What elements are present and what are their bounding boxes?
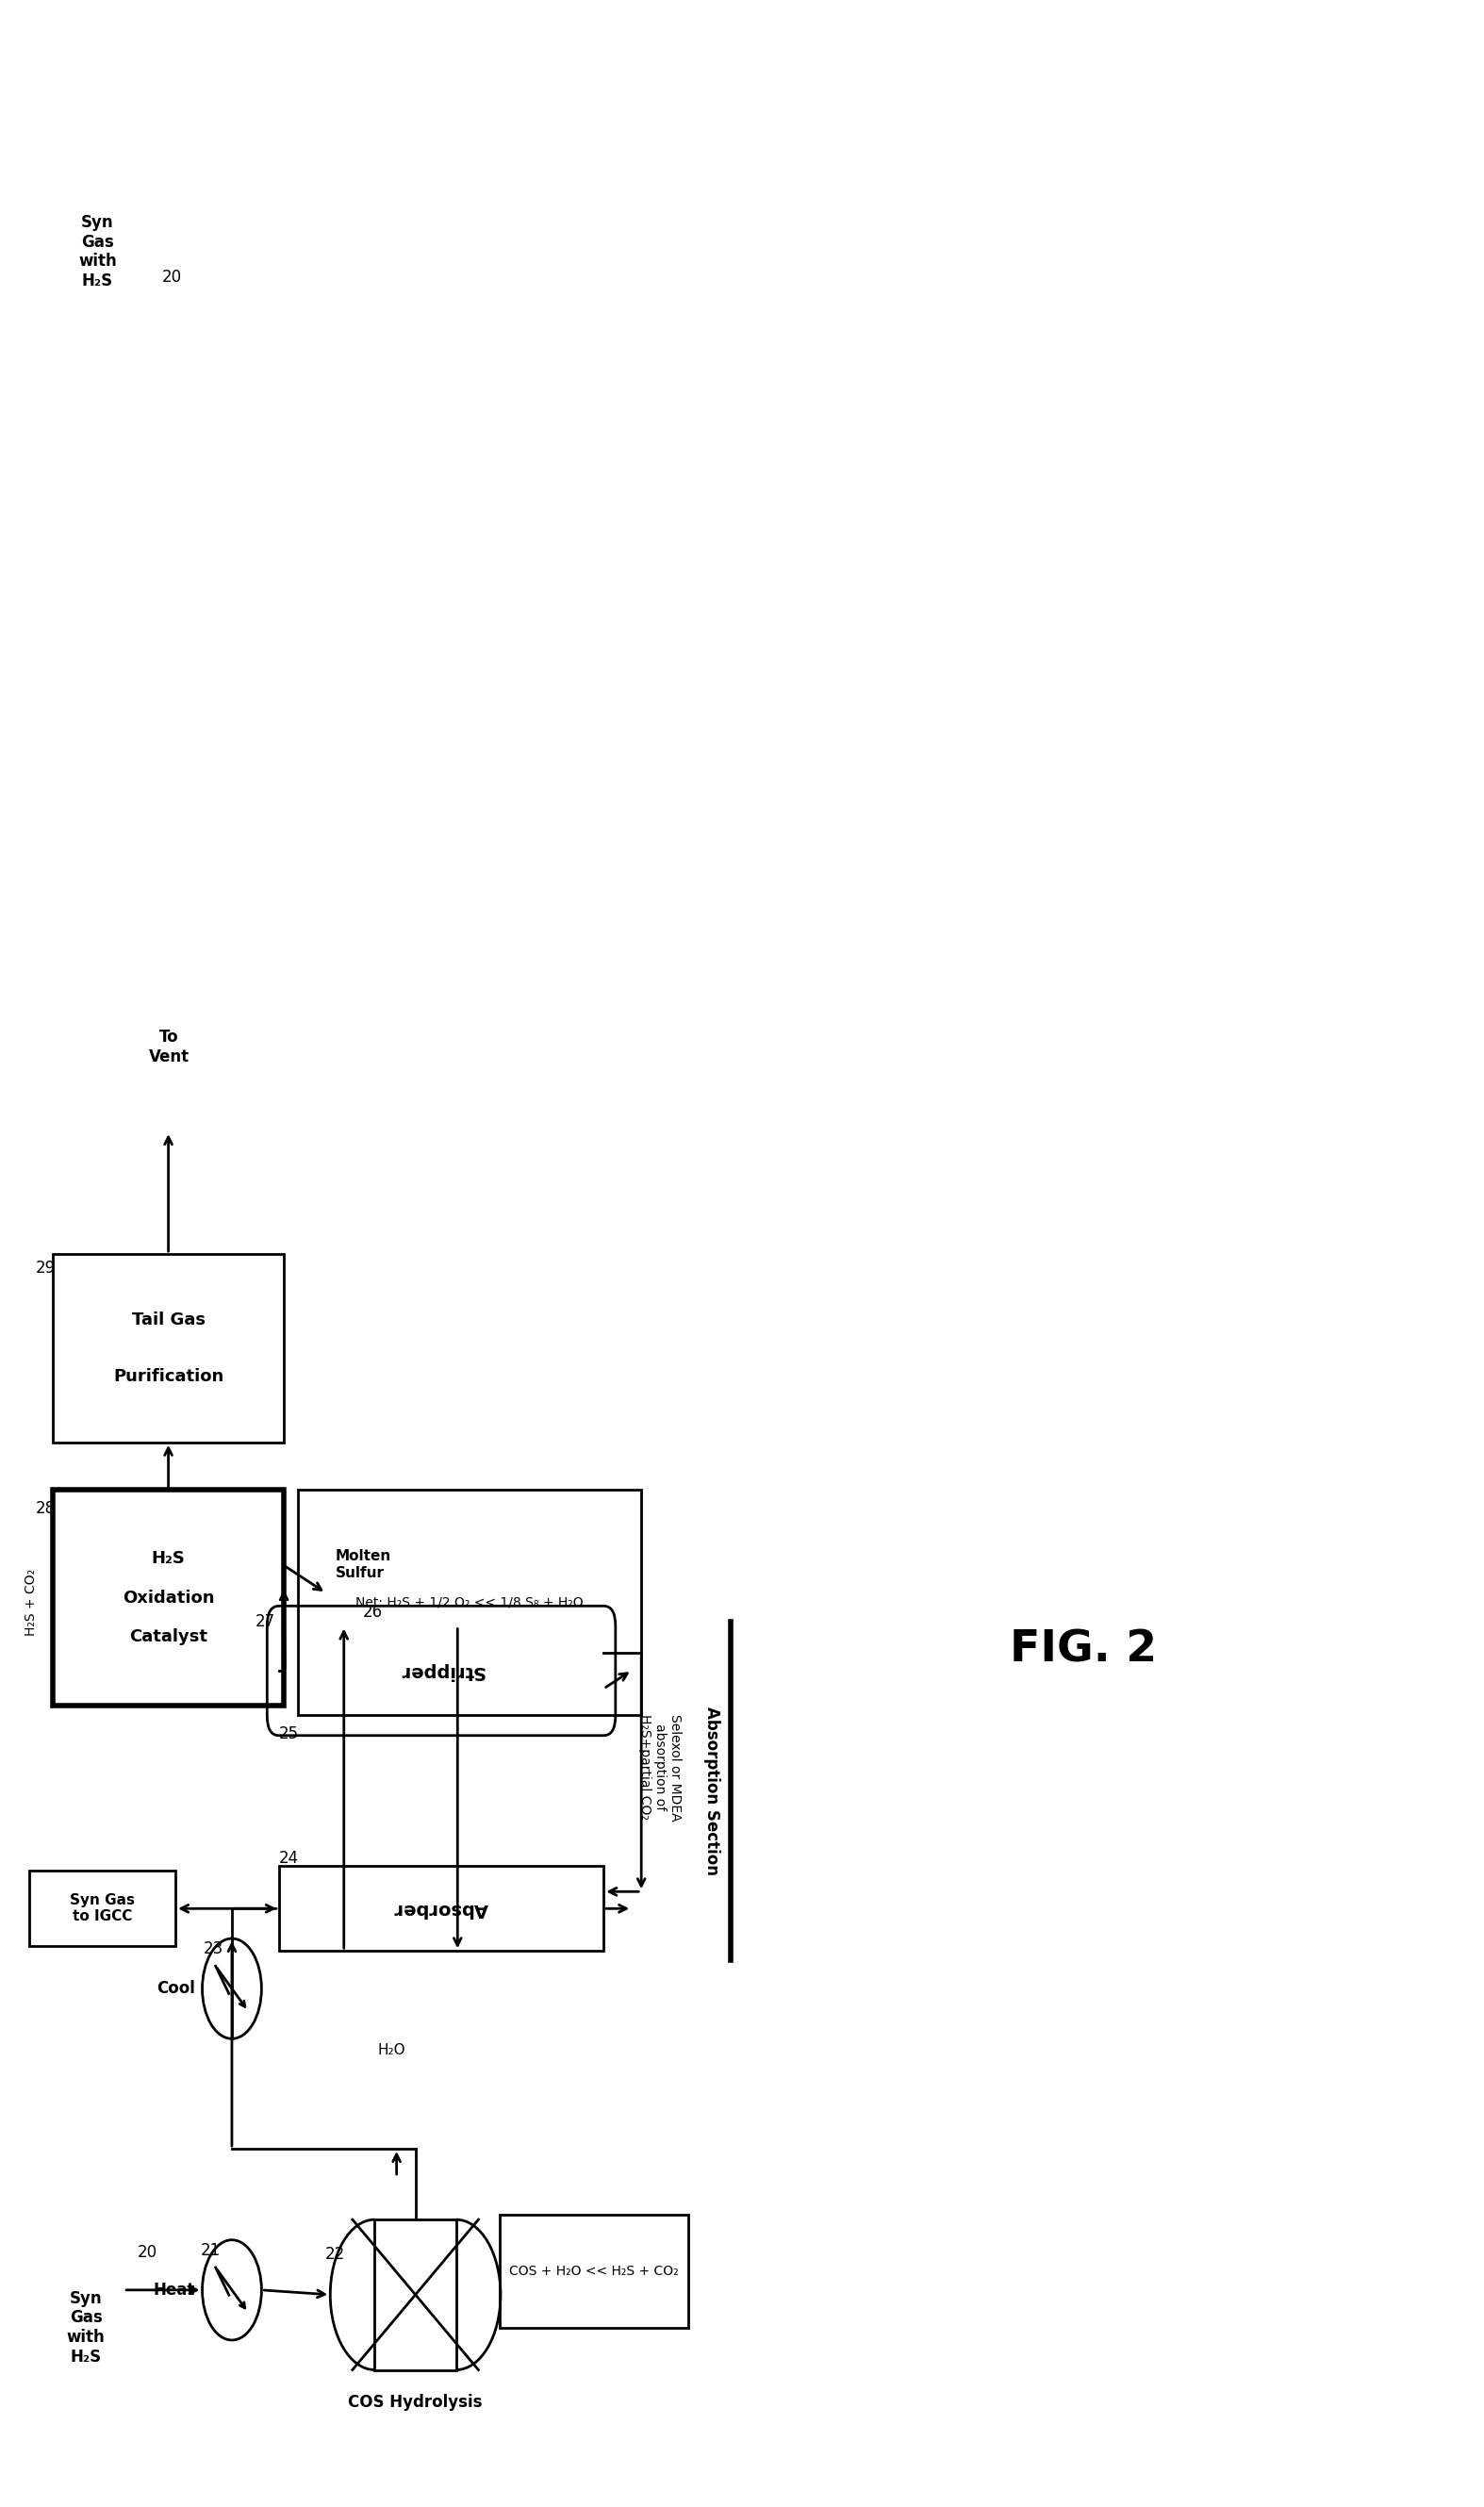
Text: 29: 29: [36, 1259, 55, 1276]
Text: Cool: Cool: [156, 1981, 194, 1998]
Text: Stripper: Stripper: [399, 1662, 484, 1680]
Text: Catalyst: Catalyst: [129, 1627, 208, 1645]
Text: Absorption Section: Absorption Section: [703, 1707, 720, 1875]
Text: Net: H₂S + 1/2 O₂ << 1/8 S₈ + H₂O: Net: H₂S + 1/2 O₂ << 1/8 S₈ + H₂O: [356, 1597, 583, 1609]
Text: 22: 22: [325, 2246, 346, 2264]
Text: Heat: Heat: [153, 2281, 194, 2299]
Text: FIG. 2: FIG. 2: [1011, 1630, 1158, 1670]
Text: Syn Gas
to IGCC: Syn Gas to IGCC: [70, 1893, 135, 1923]
Bar: [53, 1254, 283, 1442]
Text: 20: 20: [162, 268, 181, 286]
Bar: [30, 1870, 175, 1945]
Text: 27: 27: [255, 1612, 275, 1630]
Text: H₂O: H₂O: [378, 2043, 405, 2056]
Text: COS Hydrolysis: COS Hydrolysis: [349, 2394, 482, 2412]
Text: 21: 21: [200, 2241, 220, 2259]
Text: Purification: Purification: [113, 1369, 224, 1384]
Text: 20: 20: [137, 2244, 157, 2261]
Text: H₂S: H₂S: [151, 1549, 186, 1567]
Text: 23: 23: [203, 1940, 223, 1958]
Text: Molten
Sulfur: Molten Sulfur: [335, 1549, 392, 1579]
Text: Syn
Gas
with
H₂S: Syn Gas with H₂S: [79, 213, 117, 291]
Bar: [500, 2214, 689, 2326]
Bar: [53, 1489, 283, 1707]
Text: COS + H₂O << H₂S + CO₂: COS + H₂O << H₂S + CO₂: [509, 2264, 678, 2279]
Bar: [298, 1489, 641, 1715]
Bar: [279, 1865, 604, 1950]
Text: H₂S + CO₂: H₂S + CO₂: [25, 1569, 39, 1637]
Text: To
Vent: To Vent: [148, 1028, 188, 1065]
Text: 24: 24: [279, 1850, 298, 1868]
Text: 28: 28: [36, 1499, 55, 1517]
Text: 26: 26: [364, 1604, 383, 1620]
Text: Oxidation: Oxidation: [122, 1589, 214, 1607]
Text: 25: 25: [279, 1725, 298, 1742]
Text: Tail Gas: Tail Gas: [132, 1311, 205, 1329]
Text: Syn
Gas
with
H₂S: Syn Gas with H₂S: [67, 2289, 105, 2367]
Bar: [374, 2219, 456, 2369]
Text: Absorber: Absorber: [393, 1900, 488, 1918]
Text: Selexol or MDEA
absorption of
H₂S+partial CO₂: Selexol or MDEA absorption of H₂S+partia…: [638, 1715, 683, 1820]
